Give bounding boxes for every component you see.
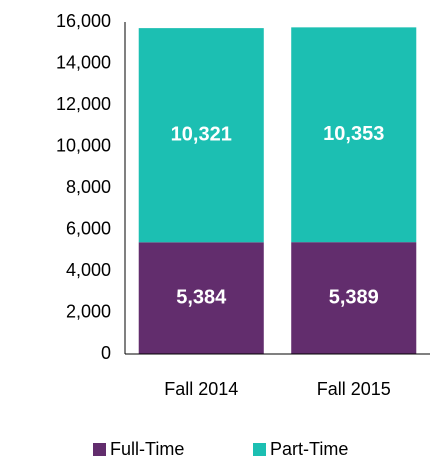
x-tick-label: Fall 2014 [164,379,238,399]
bar-segment [138,242,264,354]
bar-segment [291,27,417,243]
legend-swatch [253,443,266,456]
y-tick-label: 10,000 [56,135,111,155]
legend-swatch [93,443,106,456]
legend-label: Full-Time [110,439,184,459]
value-label: 5,389 [329,286,379,308]
value-label: 5,384 [176,286,227,308]
x-tick-label: Fall 2015 [317,379,391,399]
y-tick-label: 12,000 [56,94,111,114]
y-tick-label: 8,000 [66,177,111,197]
legend-label: Part-Time [270,439,348,459]
y-tick-label: 14,000 [56,52,111,72]
y-tick-label: 4,000 [66,260,111,280]
value-label: 10,353 [323,123,384,145]
y-tick-label: 2,000 [66,301,111,321]
y-tick-label: 16,000 [56,11,111,31]
value-label: 10,321 [171,123,232,145]
bar-segment [291,242,417,354]
y-tick-label: 6,000 [66,218,111,238]
bar-segment [138,28,264,243]
y-tick-label: 0 [101,343,111,363]
